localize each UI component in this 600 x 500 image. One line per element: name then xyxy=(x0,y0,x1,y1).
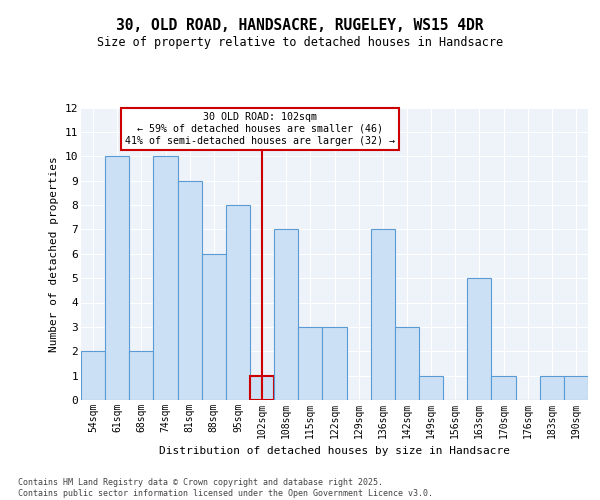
Bar xyxy=(250,376,274,400)
Bar xyxy=(467,278,491,400)
Bar xyxy=(202,254,226,400)
Text: 30, OLD ROAD, HANDSACRE, RUGELEY, WS15 4DR: 30, OLD ROAD, HANDSACRE, RUGELEY, WS15 4… xyxy=(116,18,484,32)
Bar xyxy=(178,180,202,400)
Bar xyxy=(371,230,395,400)
Text: Contains HM Land Registry data © Crown copyright and database right 2025.
Contai: Contains HM Land Registry data © Crown c… xyxy=(18,478,433,498)
Bar xyxy=(491,376,515,400)
Bar xyxy=(419,376,443,400)
Y-axis label: Number of detached properties: Number of detached properties xyxy=(49,156,59,352)
Text: 30 OLD ROAD: 102sqm
← 59% of detached houses are smaller (46)
41% of semi-detach: 30 OLD ROAD: 102sqm ← 59% of detached ho… xyxy=(125,112,395,146)
Bar xyxy=(105,156,129,400)
Bar xyxy=(322,327,347,400)
Bar xyxy=(129,351,154,400)
Bar xyxy=(395,327,419,400)
Bar xyxy=(274,230,298,400)
Bar xyxy=(298,327,322,400)
X-axis label: Distribution of detached houses by size in Handsacre: Distribution of detached houses by size … xyxy=(159,446,510,456)
Bar xyxy=(540,376,564,400)
Bar xyxy=(81,351,105,400)
Text: Size of property relative to detached houses in Handsacre: Size of property relative to detached ho… xyxy=(97,36,503,49)
Bar xyxy=(564,376,588,400)
Bar xyxy=(226,205,250,400)
Bar xyxy=(154,156,178,400)
